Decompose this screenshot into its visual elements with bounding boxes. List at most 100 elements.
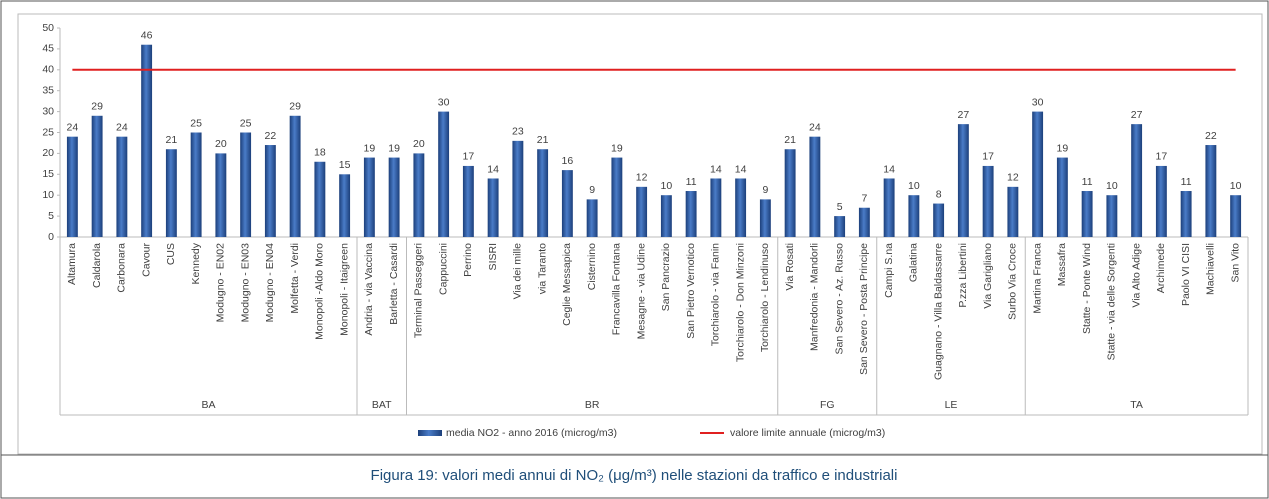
bar bbox=[710, 178, 722, 237]
x-tick-label: Cisternino bbox=[586, 243, 598, 290]
data-label: 30 bbox=[438, 96, 450, 108]
x-tick-label: Via Alto Adige bbox=[1130, 243, 1142, 308]
bar bbox=[215, 153, 227, 237]
x-tick-label: Terminal Passeggeri bbox=[413, 243, 425, 338]
bar bbox=[1205, 145, 1217, 237]
caption: Figura 19: valori medi annui di NO₂ (μg/… bbox=[371, 467, 898, 484]
data-label: 20 bbox=[413, 138, 425, 150]
y-tick-label: 50 bbox=[42, 22, 54, 34]
y-tick-label: 30 bbox=[42, 105, 54, 117]
bar bbox=[611, 157, 623, 237]
data-label: 10 bbox=[1230, 180, 1242, 192]
bar bbox=[834, 216, 846, 237]
bar bbox=[561, 170, 573, 237]
x-tick-label: Barletta - Casardi bbox=[388, 243, 400, 325]
bar bbox=[660, 195, 672, 237]
x-tick-label: Massafra bbox=[1056, 243, 1068, 286]
data-label: 24 bbox=[809, 121, 821, 133]
data-label: 17 bbox=[982, 151, 994, 163]
y-tick-label: 15 bbox=[42, 168, 54, 180]
x-tick-label: Statte - via delle Sorgenti bbox=[1106, 243, 1118, 360]
bar bbox=[883, 178, 895, 237]
x-tick-label: Andria - via Vaccina bbox=[363, 243, 375, 336]
x-tick-label: Cappuccini bbox=[437, 243, 449, 295]
x-tick-label: Altamura bbox=[66, 243, 78, 285]
chart-border bbox=[17, 13, 1263, 455]
x-tick-label: Guagnano - Villa Baldassarre bbox=[932, 243, 944, 380]
x-tick-label: Torchiarolo - via Fanin bbox=[710, 243, 722, 346]
bar bbox=[1032, 111, 1044, 237]
data-label: 30 bbox=[1032, 96, 1044, 108]
y-tick-label: 35 bbox=[42, 84, 54, 96]
data-label: 46 bbox=[141, 30, 153, 42]
data-label: 12 bbox=[1007, 172, 1019, 184]
x-tick-label: San Severo - Posta Principe bbox=[858, 243, 870, 375]
bar bbox=[586, 199, 598, 237]
bar bbox=[784, 149, 796, 237]
data-label: 10 bbox=[1106, 180, 1118, 192]
data-label: 10 bbox=[908, 180, 920, 192]
bar bbox=[1180, 191, 1192, 237]
x-tick-label: Francavilla Fontana bbox=[611, 243, 623, 335]
data-label: 9 bbox=[762, 184, 768, 196]
x-tick-label: San Pancrazio bbox=[660, 243, 672, 311]
bar bbox=[1081, 191, 1093, 237]
x-tick-label: Molfetta - Verdi bbox=[289, 243, 301, 314]
data-label: 25 bbox=[190, 117, 202, 129]
bar bbox=[1106, 195, 1118, 237]
legend-swatch bbox=[418, 430, 442, 436]
bar bbox=[809, 136, 821, 237]
x-tick-label: Torchiarolo - Don Minzoni bbox=[734, 243, 746, 362]
group-label: BA bbox=[201, 399, 215, 411]
x-tick-label: via Taranto bbox=[536, 243, 548, 294]
x-tick-label: SISRI bbox=[487, 243, 499, 270]
data-label: 19 bbox=[1057, 142, 1069, 154]
x-tick-label: Cavour bbox=[140, 243, 152, 277]
bar bbox=[141, 44, 153, 237]
bar bbox=[1007, 186, 1019, 237]
bar bbox=[190, 132, 202, 237]
data-label: 12 bbox=[636, 172, 648, 184]
data-label: 27 bbox=[958, 109, 970, 121]
data-label: 27 bbox=[1131, 109, 1143, 121]
x-tick-label: Via dei mille bbox=[512, 243, 524, 300]
x-tick-label: San Severo - Az. Russo bbox=[833, 243, 845, 355]
data-label: 25 bbox=[240, 117, 252, 129]
data-label: 18 bbox=[314, 147, 326, 159]
data-label: 21 bbox=[784, 134, 796, 146]
bar bbox=[759, 199, 771, 237]
y-tick-label: 0 bbox=[48, 231, 54, 243]
data-label: 21 bbox=[166, 134, 178, 146]
x-tick-label: Via Garigliano bbox=[982, 243, 994, 309]
data-label: 29 bbox=[91, 101, 103, 113]
y-tick-label: 40 bbox=[42, 64, 54, 76]
data-label: 10 bbox=[661, 180, 673, 192]
bar bbox=[462, 165, 474, 237]
data-label: 11 bbox=[686, 176, 697, 188]
group-label: BR bbox=[585, 399, 600, 411]
x-tick-label: Monopoli -Aldo Moro bbox=[314, 243, 326, 340]
x-tick-label: Archimede bbox=[1155, 243, 1167, 293]
x-tick-label: Mesagne - via Udine bbox=[635, 243, 647, 339]
data-label: 16 bbox=[562, 155, 574, 167]
bar bbox=[735, 178, 747, 237]
x-tick-label: Monopoli - Itaigreen bbox=[338, 243, 350, 336]
bar bbox=[636, 186, 648, 237]
bar bbox=[1230, 195, 1242, 237]
x-tick-label: Perrino bbox=[462, 243, 474, 277]
data-label: 19 bbox=[364, 142, 376, 154]
data-label: 8 bbox=[936, 188, 942, 200]
y-tick-label: 45 bbox=[42, 43, 54, 55]
group-label: LE bbox=[945, 399, 958, 411]
x-tick-label: CUS bbox=[165, 243, 177, 265]
bar bbox=[487, 178, 499, 237]
bar bbox=[1131, 124, 1143, 237]
data-label: 5 bbox=[837, 201, 843, 213]
x-tick-label: Carbonara bbox=[116, 243, 128, 293]
data-label: 14 bbox=[883, 163, 895, 175]
bar bbox=[413, 153, 425, 237]
bar bbox=[240, 132, 252, 237]
y-tick-label: 10 bbox=[42, 189, 54, 201]
